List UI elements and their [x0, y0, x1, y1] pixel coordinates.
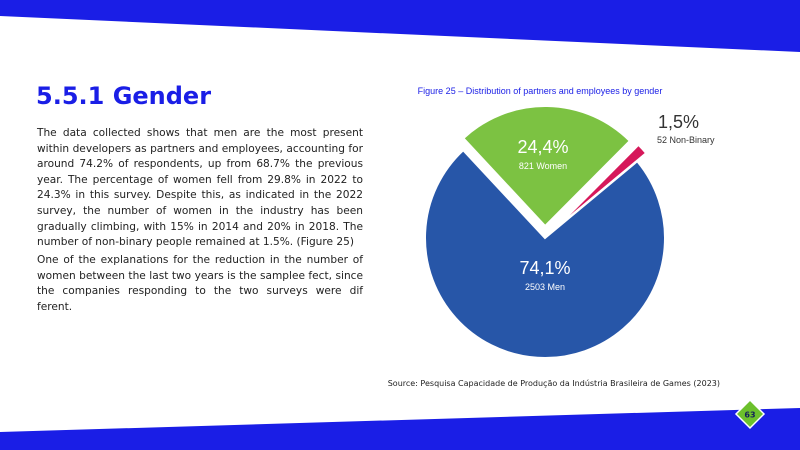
category-label: 821 Women: [519, 161, 567, 171]
source: Source: Pesquisa Capacidade de Produção …: [388, 379, 720, 388]
pie-slice: [553, 143, 648, 231]
top-band: [0, 0, 800, 52]
paragraph: One of the explanations for the reductio…: [37, 254, 363, 313]
page-badge: [734, 398, 766, 430]
value-label: 24,4%: [517, 137, 568, 157]
value-label: 74,1%: [519, 258, 570, 278]
page-number: 63: [744, 411, 755, 420]
bottom-band: [0, 408, 800, 450]
pie-slice: [461, 105, 632, 228]
category-label: 2503 Men: [525, 282, 565, 292]
value-label: 1,5%: [658, 112, 699, 132]
pie-slice: [424, 148, 666, 359]
heading: 5.5.1 Gender: [36, 82, 212, 110]
chart-title: Figure 25 – Distribution of partners and…: [418, 86, 663, 96]
category-label: 52 Non-Binary: [657, 135, 715, 145]
paragraph: The data collected shows that men are th…: [37, 127, 363, 249]
